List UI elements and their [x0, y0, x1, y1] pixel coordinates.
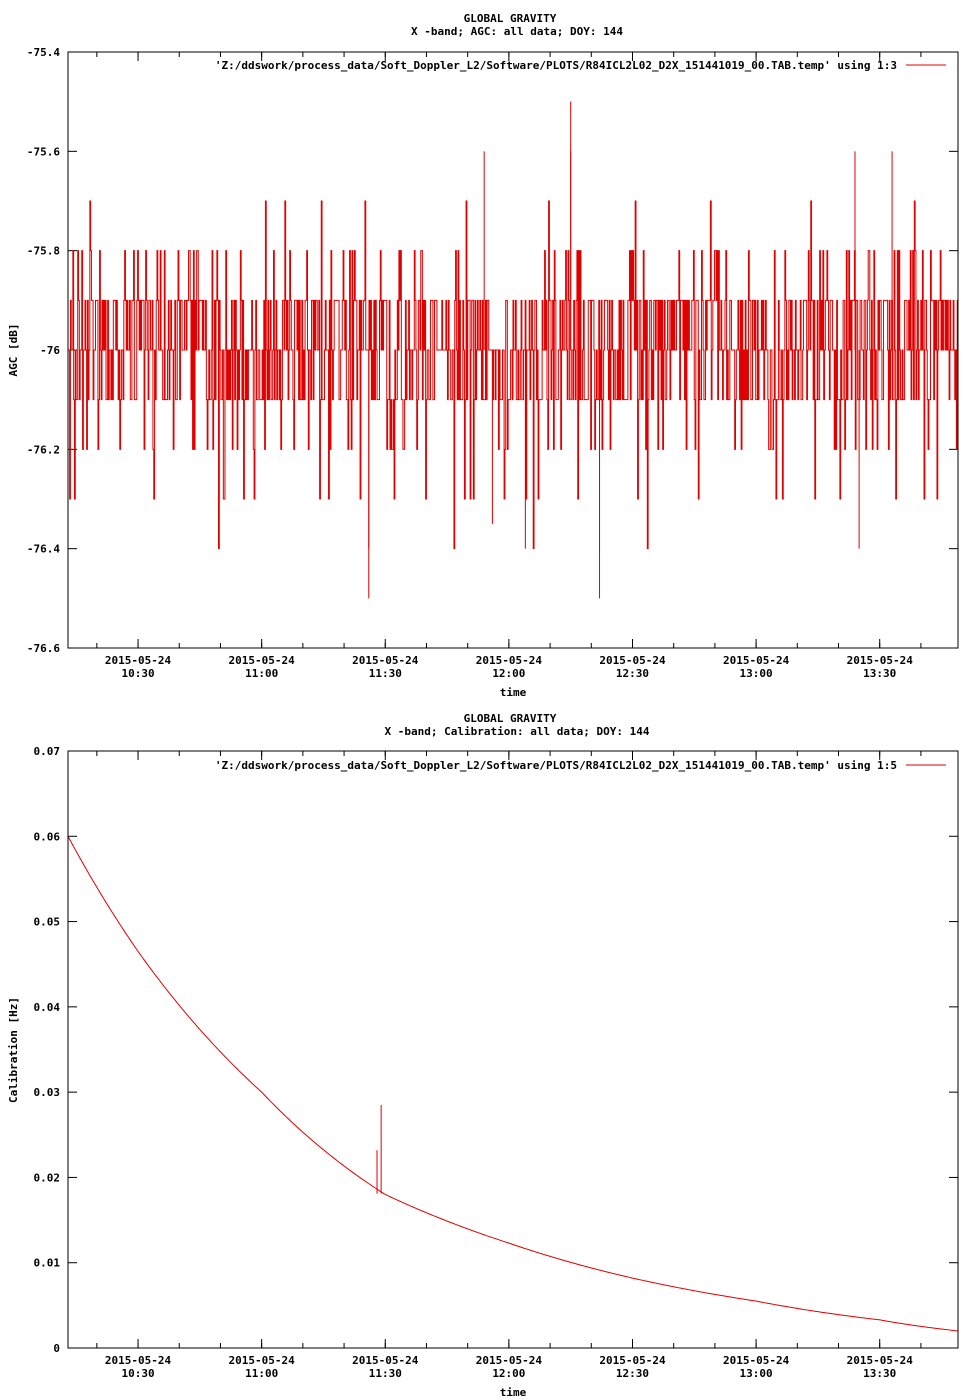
agc-x-tick-date: 2015-05-24	[105, 654, 172, 667]
calibration-legend-label: 'Z:/ddswork/process_data/Soft_Doppler_L2…	[215, 759, 897, 772]
agc-y-tick-label: -76.2	[27, 443, 60, 456]
agc-x-tick-date: 2015-05-24	[229, 654, 296, 667]
calibration-x-tick-date: 2015-05-24	[599, 1354, 666, 1367]
calibration-y-tick-label: 0.03	[34, 1086, 61, 1099]
calibration-x-tick-time: 12:00	[492, 1367, 525, 1380]
calibration-y-tick-label: 0.06	[34, 830, 61, 843]
agc-x-tick-time: 13:30	[863, 667, 896, 680]
calibration-axes: 0.070.060.050.040.030.020.0102015-05-241…	[34, 745, 958, 1380]
agc-x-tick-time: 11:00	[245, 667, 278, 680]
calibration-x-tick-time: 11:00	[245, 1367, 278, 1380]
calibration-series-trace	[67, 836, 959, 1332]
calibration-x-tick-time: 10:30	[121, 1367, 154, 1380]
calibration-y-tick-label: 0	[53, 1342, 60, 1355]
agc-x-tick-time: 11:30	[369, 667, 402, 680]
agc-x-tick-time: 12:00	[492, 667, 525, 680]
calibration-x-tick-date: 2015-05-24	[476, 1354, 543, 1367]
agc-chart-title: GLOBAL GRAVITY	[464, 12, 557, 25]
calibration-chart-subtitle: X -band; Calibration: all data; DOY: 144	[385, 725, 650, 738]
agc-y-tick-label: -76.4	[27, 543, 60, 556]
calibration-y-tick-label: 0.02	[34, 1171, 61, 1184]
calibration-y-tick-label: 0.04	[34, 1001, 61, 1014]
calibration-trace-line	[67, 836, 959, 1332]
agc-x-tick-date: 2015-05-24	[476, 654, 543, 667]
agc-y-tick-label: -75.6	[27, 145, 60, 158]
calibration-x-tick-time: 11:30	[369, 1367, 402, 1380]
calibration-x-tick-time: 13:30	[863, 1367, 896, 1380]
calibration-x-tick-date: 2015-05-24	[352, 1354, 419, 1367]
calibration-x-tick-time: 12:30	[616, 1367, 649, 1380]
agc-y-tick-label: -75.8	[27, 245, 60, 258]
agc-y-tick-label: -76	[40, 344, 60, 357]
agc-x-tick-time: 10:30	[121, 667, 154, 680]
calibration-x-tick-date: 2015-05-24	[723, 1354, 790, 1367]
calibration-y-tick-label: 0.05	[34, 916, 61, 929]
calibration-y-axis-label: Calibration [Hz]	[7, 997, 20, 1103]
agc-chart: GLOBAL GRAVITY X -band; AGC: all data; D…	[7, 12, 959, 699]
agc-axes: -75.4 -75.6 -75.8 -76 -76.2 -76.4 -76.6 2015-05…	[27, 46, 958, 680]
agc-x-tick-date: 2015-05-24	[352, 654, 419, 667]
agc-legend-label: 'Z:/ddswork/process_data/Soft_Doppler_L2…	[215, 59, 897, 72]
agc-y-tick-label: -75.4	[27, 46, 60, 59]
agc-x-tick-date: 2015-05-24	[847, 654, 914, 667]
calibration-x-tick-date: 2015-05-24	[105, 1354, 172, 1367]
calibration-y-tick-label: 0.07	[34, 745, 61, 758]
calibration-x-tick-date: 2015-05-24	[847, 1354, 914, 1367]
agc-plot-frame	[67, 51, 959, 649]
agc-y-axis-label: AGC [dB]	[7, 324, 20, 377]
agc-x-tick-date: 2015-05-24	[723, 654, 790, 667]
agc-series-trace	[68, 101, 959, 599]
calibration-y-tick-label: 0.01	[34, 1257, 61, 1270]
calibration-x-tick-date: 2015-05-24	[229, 1354, 296, 1367]
agc-y-tick-label: -76.6	[27, 642, 60, 655]
calibration-x-tick-time: 13:00	[740, 1367, 773, 1380]
calibration-chart: GLOBAL GRAVITY X -band; Calibration: all…	[7, 712, 959, 1399]
calibration-x-axis-label: time	[500, 1386, 527, 1399]
calibration-chart-title: GLOBAL GRAVITY	[464, 712, 557, 725]
agc-x-tick-date: 2015-05-24	[599, 654, 666, 667]
agc-chart-subtitle: X -band; AGC: all data; DOY: 144	[411, 25, 623, 38]
agc-x-tick-time: 12:30	[616, 667, 649, 680]
calibration-plot-frame	[67, 750, 959, 1349]
agc-x-axis-label: time	[500, 686, 527, 699]
agc-x-tick-time: 13:00	[740, 667, 773, 680]
agc-trace-line	[68, 200, 959, 550]
